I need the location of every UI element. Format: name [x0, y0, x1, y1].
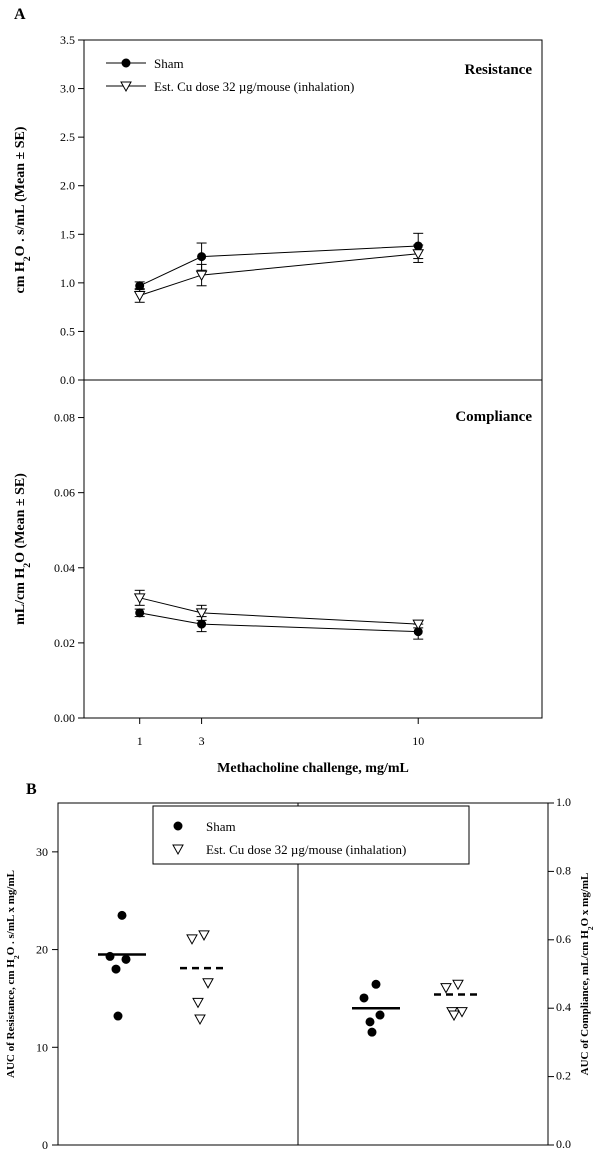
right-y-tick-label: 0.0	[556, 1137, 571, 1151]
data-point	[121, 954, 131, 964]
data-point	[375, 1010, 385, 1020]
compliance-plot: 0.00 0.02 0.04 0.06 0.08 mL/cm H2O (Mean ± SE…	[13, 409, 532, 776]
data-point	[135, 608, 145, 618]
data-point	[456, 1007, 468, 1018]
y-tick-label: 2.0	[60, 179, 75, 193]
legend-label: Sham	[154, 56, 184, 71]
panel-a-frame	[83, 39, 543, 719]
data-point	[371, 979, 381, 989]
panel-a-label: A	[14, 6, 26, 23]
y-tick-label: 1.5	[60, 227, 75, 241]
y-tick-label: 0.04	[54, 561, 75, 575]
left-y-tick-label: 30	[36, 845, 48, 859]
data-point	[133, 290, 146, 302]
data-point	[117, 910, 127, 920]
data-point	[111, 964, 121, 974]
y-tick-label: 0.00	[54, 711, 75, 725]
data-point	[195, 270, 208, 282]
right-y-axis-title: AUC of Compliance, mL/cm H2O x mg/mL	[579, 873, 595, 1076]
series-line	[139, 253, 419, 296]
y-tick-label: 0.08	[54, 411, 75, 425]
data-point	[365, 1017, 375, 1027]
data-point	[198, 930, 210, 941]
data-point	[194, 1014, 206, 1025]
data-point	[412, 249, 425, 260]
x-tick-label: 10	[412, 734, 424, 748]
y-tick-label: 0.5	[60, 324, 75, 338]
legend-marker	[172, 844, 184, 856]
data-point	[197, 252, 207, 262]
resistance-plot: 0.0 0.5 1.0 1.5 2.0 2.5 3.0 3.5 cm H2O . s/mL (M…	[13, 33, 532, 387]
x-tick-label: 3	[199, 734, 205, 748]
y-axis-title: mL/cm H2O (Mean ± SE)	[13, 473, 33, 625]
y-tick-label: 2.5	[60, 130, 75, 144]
y-tick-label: 3.5	[60, 33, 75, 47]
y-tick-label: 0.06	[54, 486, 75, 500]
right-y-tick-label: 0.2	[556, 1069, 571, 1083]
chart-title: Resistance	[465, 62, 533, 78]
right-y-tick-label: 1.0	[556, 795, 571, 809]
data-point	[412, 619, 425, 631]
right-y-tick-label: 0.8	[556, 863, 571, 877]
legend-box	[152, 805, 470, 865]
data-point	[448, 1010, 460, 1022]
right-y-tick-label: 0.6	[556, 932, 571, 946]
data-point	[192, 997, 204, 1009]
data-point	[197, 619, 207, 629]
data-point	[359, 993, 369, 1003]
right-y-tick-label: 0.4	[556, 1000, 571, 1014]
data-point	[195, 608, 208, 619]
data-point	[113, 1011, 123, 1021]
y-tick-label: 1.0	[60, 276, 75, 290]
y-tick-label: 0.0	[60, 373, 75, 387]
panel-b-frame	[57, 802, 549, 1146]
legend-marker	[121, 58, 131, 68]
left-y-tick-label: 10	[36, 1040, 48, 1054]
legend-label: Est. Cu dose 32 µg/mouse (inhalation)	[206, 842, 406, 857]
data-point	[202, 978, 214, 989]
auc-plot: 0 10 20 30 0.0 0.2 0.4 0.6 0.8 1.0 AUC of Resistan…	[5, 795, 595, 1152]
legend-marker	[173, 821, 183, 831]
data-point	[452, 979, 464, 991]
legend-marker	[120, 81, 132, 93]
chart-title: Compliance	[455, 409, 532, 425]
panel-b-label: B	[26, 781, 37, 798]
left-y-tick-label: 0	[42, 1138, 48, 1152]
legend-label: Est. Cu dose 32 µg/mouse (inhalation)	[154, 79, 354, 94]
y-tick-label: 3.0	[60, 82, 75, 96]
left-y-tick-label: 20	[36, 943, 48, 957]
left-y-axis-title: AUC of Resistance, cm H2O . s/mL x mg/mL	[5, 870, 21, 1078]
x-axis-title: Methacholine challenge, mg/mL	[217, 761, 409, 776]
data-point	[440, 983, 452, 994]
data-point	[186, 934, 198, 945]
data-point	[133, 593, 146, 604]
y-tick-label: 0.02	[54, 636, 75, 650]
data-point	[367, 1027, 377, 1037]
series-line	[139, 245, 419, 287]
y-axis-title: cm H2O . s/mL (Mean ± SE)	[13, 126, 33, 293]
legend-label: Sham	[206, 819, 236, 834]
x-tick-label: 1	[137, 734, 143, 748]
